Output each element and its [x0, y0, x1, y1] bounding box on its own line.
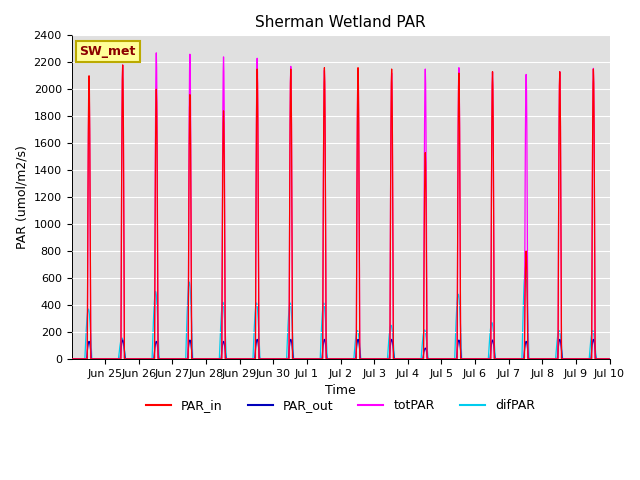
PAR_in — [546, 356, 554, 362]
Legend: PAR_in, PAR_out, totPAR, difPAR: PAR_in, PAR_out, totPAR, difPAR — [141, 395, 540, 418]
PAR_out — [68, 356, 76, 362]
difPAR — [522, 264, 529, 270]
PAR_out — [326, 356, 334, 362]
Y-axis label: PAR (umol/m2/s): PAR (umol/m2/s) — [15, 145, 28, 249]
totPAR — [546, 356, 554, 362]
Title: Sherman Wetland PAR: Sherman Wetland PAR — [255, 15, 426, 30]
PAR_in — [68, 356, 76, 362]
PAR_in — [605, 356, 613, 362]
totPAR — [152, 108, 159, 114]
difPAR — [68, 356, 76, 362]
difPAR — [467, 356, 475, 362]
totPAR — [598, 356, 606, 362]
Line: PAR_in: PAR_in — [72, 65, 609, 359]
PAR_in — [326, 356, 334, 362]
totPAR — [605, 356, 613, 362]
PAR_in — [316, 356, 324, 362]
Line: totPAR: totPAR — [72, 53, 609, 359]
PAR_in — [152, 99, 160, 105]
difPAR — [605, 356, 613, 362]
PAR_out — [605, 356, 613, 362]
PAR_out — [467, 356, 475, 362]
PAR_in — [119, 62, 127, 68]
totPAR — [152, 50, 160, 56]
PAR_in — [467, 356, 475, 362]
totPAR — [467, 356, 475, 362]
PAR_out — [253, 336, 261, 342]
difPAR — [598, 356, 606, 362]
Text: SW_met: SW_met — [79, 45, 136, 58]
PAR_in — [598, 356, 606, 362]
X-axis label: Time: Time — [325, 384, 356, 397]
PAR_out — [546, 356, 554, 362]
totPAR — [326, 356, 334, 362]
PAR_out — [152, 340, 159, 346]
PAR_out — [316, 356, 324, 362]
totPAR — [316, 356, 324, 362]
difPAR — [546, 356, 554, 362]
difPAR — [326, 356, 334, 362]
Line: PAR_out: PAR_out — [72, 339, 609, 359]
difPAR — [316, 356, 324, 362]
totPAR — [68, 356, 76, 362]
Line: difPAR: difPAR — [72, 267, 609, 359]
difPAR — [152, 288, 159, 294]
PAR_out — [598, 356, 606, 362]
